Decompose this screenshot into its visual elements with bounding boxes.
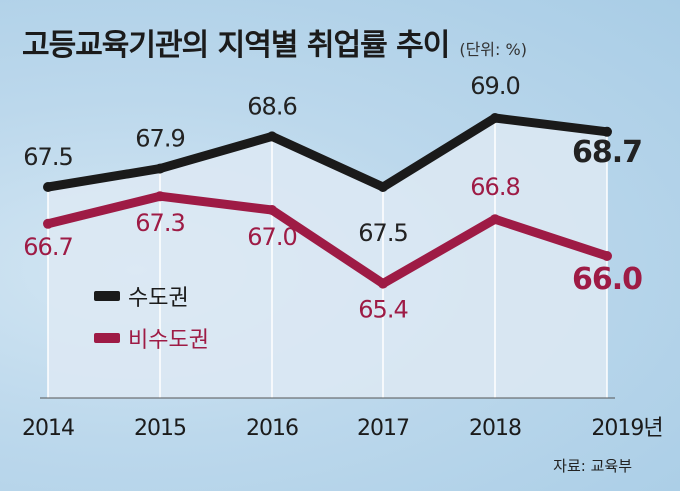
noncapital-value-label: 65.4 xyxy=(358,296,407,324)
data-point xyxy=(267,205,277,215)
capital-value-label: 68.6 xyxy=(247,92,296,120)
x-tick-label: 2017 xyxy=(357,416,409,441)
legend-label-capital: 수도권 xyxy=(128,286,189,311)
capital-value-label: 67.9 xyxy=(135,125,184,153)
legend-label-noncapital: 비수도권 xyxy=(128,328,209,353)
x-tick-label: 2014 xyxy=(22,416,74,441)
capital-value-label: 68.7 xyxy=(572,135,642,170)
data-point xyxy=(155,163,165,174)
noncapital-value-label: 67.3 xyxy=(135,209,184,237)
source-note: 자료: 교육부 xyxy=(553,457,632,475)
noncapital-value-label: 66.7 xyxy=(23,233,72,261)
noncapital-value-label: 66.0 xyxy=(572,262,642,297)
capital-value-label: 67.5 xyxy=(23,143,72,171)
plot-area xyxy=(48,118,607,398)
data-point xyxy=(490,214,500,225)
noncapital-value-label: 67.0 xyxy=(247,223,296,251)
data-point xyxy=(378,278,388,289)
legend-swatch-noncapital xyxy=(94,333,120,343)
x-tick-label: 2015 xyxy=(134,416,186,441)
noncapital-series-line xyxy=(43,191,612,289)
data-point xyxy=(602,126,612,137)
noncapital-value-label: 66.8 xyxy=(470,173,519,201)
x-tick-label: 2018 xyxy=(469,416,521,441)
capital-value-label: 69.0 xyxy=(470,72,519,100)
data-point xyxy=(490,113,500,123)
legend-swatch-capital xyxy=(94,291,120,301)
data-point xyxy=(43,182,53,192)
data-point xyxy=(602,251,612,261)
x-tick-label: 2019년 xyxy=(591,416,662,441)
data-point xyxy=(43,218,53,229)
capital-series-line xyxy=(43,113,612,192)
unit-label: (단위: %) xyxy=(459,40,527,59)
data-point xyxy=(155,191,165,202)
x-tick-label: 2016 xyxy=(246,416,298,441)
chart-title: 고등교육기관의 지역별 취업률 추이 xyxy=(22,28,450,63)
capital-value-label: 67.5 xyxy=(358,219,407,247)
data-point xyxy=(378,182,388,192)
data-point xyxy=(267,131,277,142)
title-row: 고등교육기관의 지역별 취업률 추이 (단위: %) xyxy=(22,20,527,64)
